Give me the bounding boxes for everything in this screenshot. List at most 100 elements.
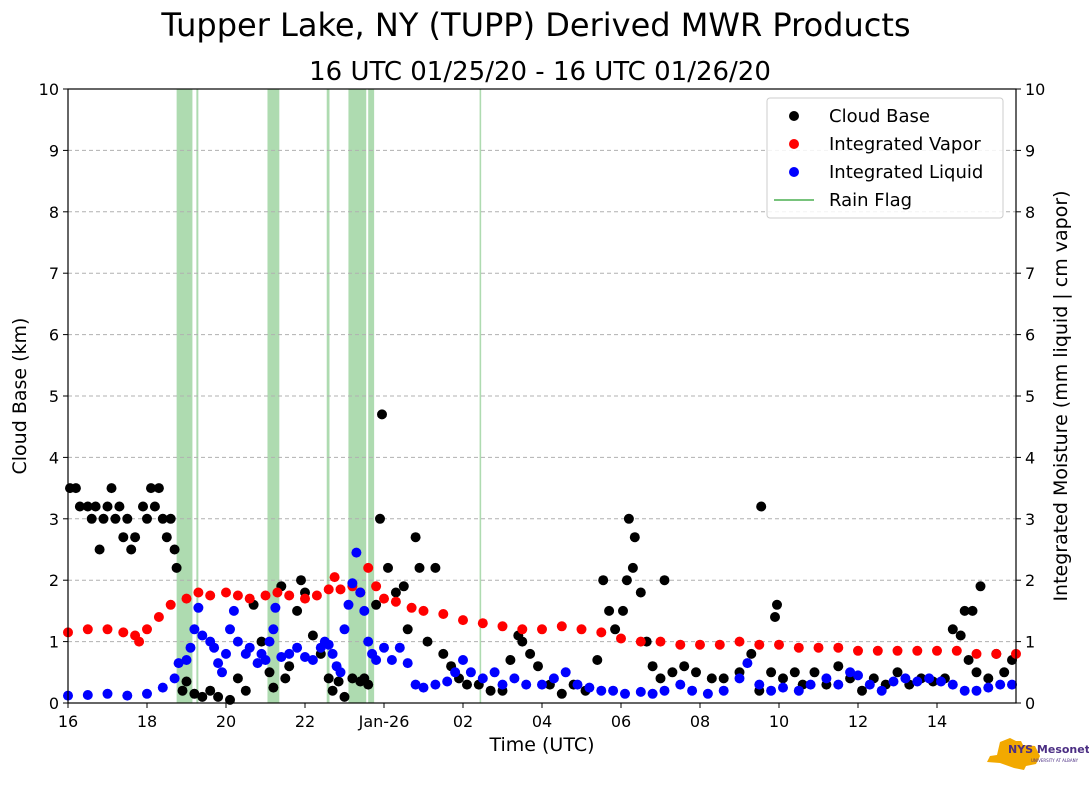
integrated-vapor-point-10	[193, 587, 204, 598]
cloud-base-point-128	[971, 667, 982, 678]
y-left-tick-label-6: 6	[49, 326, 59, 345]
integrated-liquid-point-46	[363, 636, 374, 647]
integrated-vapor-point-58	[971, 648, 982, 659]
cloud-base-point-41	[284, 661, 295, 672]
cloud-base-point-7	[98, 513, 109, 524]
integrated-liquid-point-74	[647, 688, 658, 699]
integrated-vapor-point-40	[616, 633, 626, 644]
integrated-vapor-point-25	[363, 562, 374, 573]
integrated-vapor-point-8	[165, 599, 176, 610]
integrated-vapor-point-36	[537, 624, 547, 635]
chart-subtitle: 16 UTC 01/25/20 - 16 UTC 01/26/20	[309, 57, 771, 87]
integrated-liquid-point-56	[442, 676, 453, 687]
x-tick-label-0: 16	[58, 712, 78, 731]
integrated-vapor-point-15	[260, 590, 271, 601]
y-right-tick-label-0: 0	[1025, 694, 1035, 713]
cloud-base-point-28	[189, 688, 200, 699]
x-tick-label-7: 06	[611, 712, 631, 731]
cloud-base-point-16	[138, 501, 148, 512]
cloud-base-point-3	[82, 501, 93, 512]
cloud-base-point-100	[718, 673, 729, 684]
y-right-tick-label-5: 5	[1025, 387, 1035, 406]
y-left-tick-label-0: 0	[49, 694, 59, 713]
integrated-liquid-point-73	[635, 686, 646, 697]
y-left-tick-label-2: 2	[49, 571, 59, 590]
integrated-liquid-point-39	[335, 667, 346, 678]
cloud-base-point-104	[756, 501, 767, 512]
integrated-vapor-point-57	[951, 645, 962, 656]
integrated-vapor-point-47	[754, 639, 765, 650]
integrated-vapor-point-50	[813, 642, 824, 653]
integrated-vapor-point-14	[244, 593, 255, 604]
cloud-base-point-22	[161, 532, 172, 543]
legend-label-cloud-base: Cloud Base	[829, 106, 930, 127]
cloud-base-point-36	[256, 636, 267, 647]
cloud-base-point-14	[126, 544, 137, 555]
cloud-base-point-1	[70, 483, 81, 494]
integrated-liquid-point-8	[181, 655, 192, 665]
integrated-vapor-point-21	[329, 572, 340, 583]
cloud-base-point-17	[142, 513, 152, 524]
cloud-base-point-5	[90, 501, 101, 512]
integrated-liquid-point-3	[122, 690, 133, 701]
integrated-vapor-point-53	[872, 645, 883, 656]
cloud-base-point-26	[177, 685, 188, 696]
cloud-base-point-54	[363, 679, 374, 690]
integrated-liquid-point-41	[343, 599, 354, 610]
y-right-tick-label-4: 4	[1025, 448, 1035, 467]
cloud-base-point-130	[983, 673, 994, 684]
integrated-liquid-point-19	[228, 605, 239, 616]
integrated-liquid-point-63	[509, 673, 520, 684]
cloud-base-point-123	[947, 624, 958, 635]
integrated-vapor-point-46	[734, 636, 745, 647]
integrated-vapor-point-59	[991, 648, 1002, 659]
cloud-base-point-102	[746, 648, 757, 659]
cloud-base-point-125	[959, 605, 970, 616]
x-tick-label-1: 18	[137, 712, 157, 731]
integrated-liquid-point-62	[497, 679, 508, 690]
integrated-liquid-point-36	[323, 639, 334, 650]
integrated-liquid-point-87	[821, 673, 832, 684]
logo-text: NYS Mesonet	[1008, 743, 1089, 756]
integrated-liquid-point-61	[489, 667, 500, 678]
integrated-vapor-point-18	[300, 593, 310, 604]
cloud-base-point-65	[430, 562, 441, 573]
integrated-liquid-point-57	[450, 667, 461, 678]
cloud-base-point-98	[691, 667, 701, 678]
integrated-vapor-point-43	[675, 639, 686, 650]
integrated-liquid-point-75	[659, 685, 670, 696]
integrated-liquid-point-11	[193, 602, 204, 613]
y-left-tick-label-9: 9	[49, 141, 59, 160]
logo-subtext: UNIVERSITY AT ALBANY	[1031, 758, 1079, 763]
cloud-base-point-129	[975, 581, 986, 592]
integrated-vapor-point-39	[596, 627, 607, 638]
legend-box	[766, 97, 1004, 219]
y-axis-left-ticks: 0 1 2 3 4 5 6 7 8 9 10	[39, 80, 68, 713]
cloud-base-point-47	[323, 673, 334, 684]
integrated-liquid-point-10	[189, 624, 200, 635]
x-tick-label-9: 10	[769, 712, 789, 731]
cloud-base-point-99	[706, 673, 717, 684]
integrated-vapor-point-20	[323, 584, 334, 595]
x-tick-label-10: 12	[848, 712, 868, 731]
integrated-liquid-point-44	[355, 587, 366, 598]
integrated-vapor-point-22	[335, 584, 346, 595]
integrated-liquid-point-26	[264, 636, 275, 647]
y-left-tick-label-4: 4	[49, 448, 59, 467]
legend-label-integrated-vapor: Integrated Vapor	[829, 134, 981, 155]
cloud-base-point-97	[679, 661, 690, 672]
cloud-base-point-91	[635, 587, 646, 598]
cloud-base-point-75	[517, 636, 528, 647]
cloud-base-point-12	[118, 532, 129, 543]
cloud-base-point-43	[296, 575, 306, 586]
cloud-base-point-94	[655, 673, 666, 684]
integrated-liquid-point-76	[675, 679, 686, 690]
legend-label-integrated-liquid: Integrated Liquid	[829, 162, 983, 183]
cloud-base-point-89	[627, 562, 638, 573]
cloud-base-point-106	[770, 612, 780, 622]
integrated-liquid-point-98	[947, 679, 958, 690]
cloud-base-point-49	[333, 676, 344, 687]
integrated-liquid-point-32	[300, 652, 310, 662]
y-left-tick-label-7: 7	[49, 264, 59, 283]
integrated-vapor-point-12	[221, 587, 231, 598]
